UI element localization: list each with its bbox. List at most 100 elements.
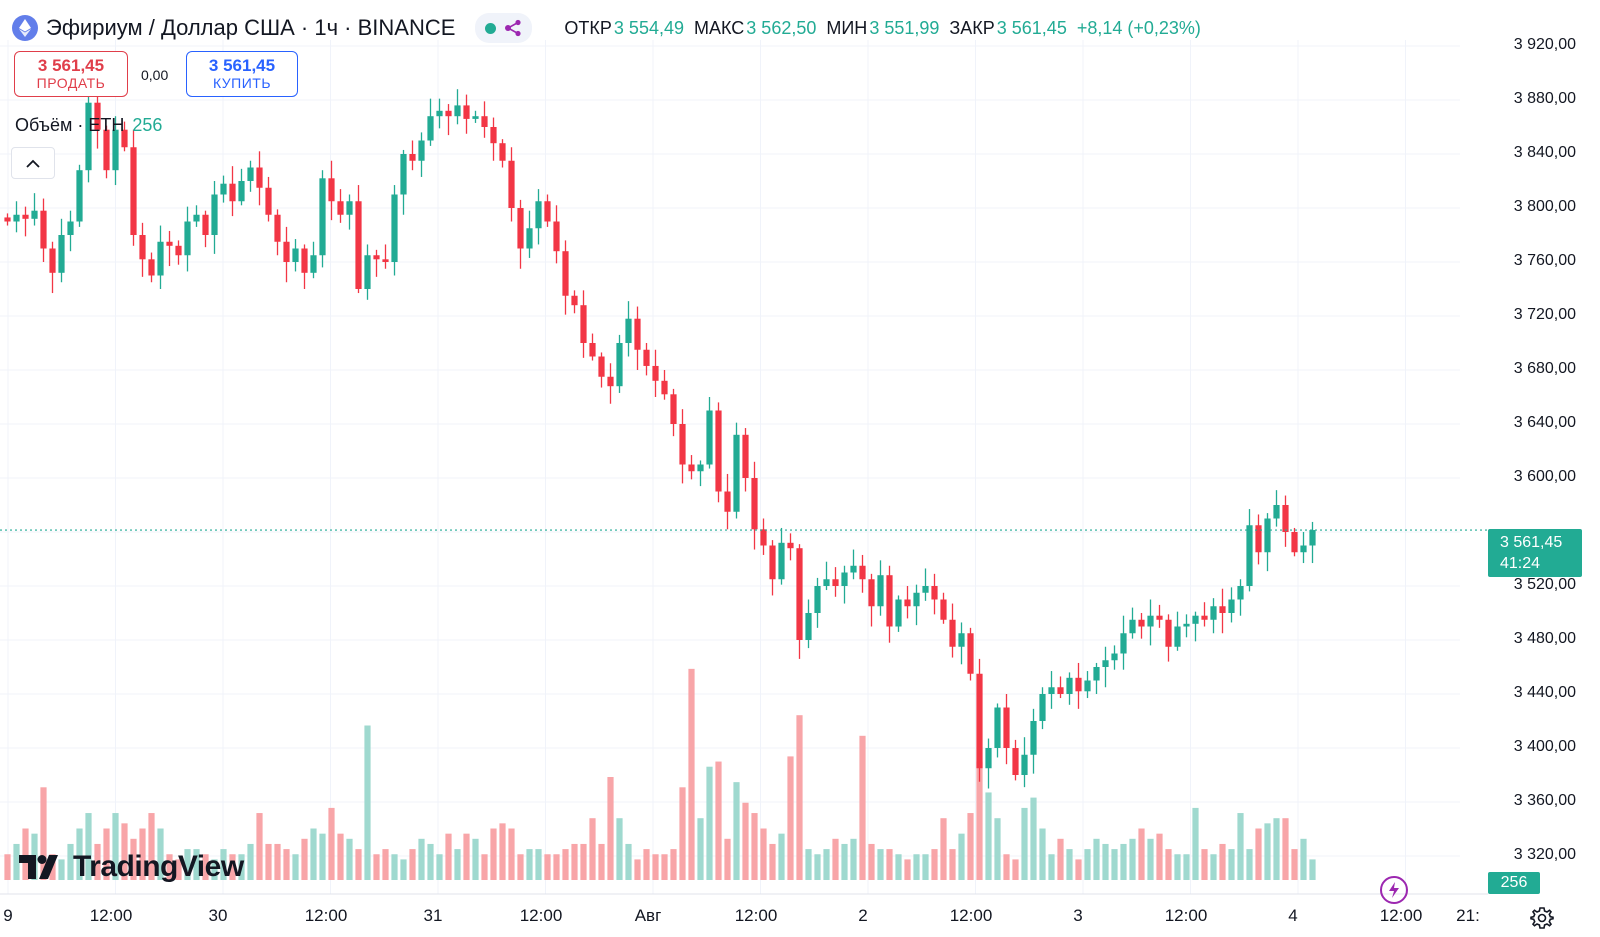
candle [373, 249, 380, 277]
buy-button[interactable]: 3 561,45 КУПИТЬ [186, 51, 298, 97]
candle [337, 189, 344, 223]
candle [904, 586, 911, 619]
volume-bar [1084, 849, 1091, 880]
candle [481, 101, 488, 138]
candle-body [589, 343, 596, 357]
volume-bar [436, 854, 443, 880]
candle [499, 139, 506, 168]
candle-body [643, 349, 650, 366]
volume-bar [229, 854, 236, 880]
candle [1219, 588, 1226, 634]
low-value: 3 551,99 [869, 17, 940, 38]
volume-bar [1282, 818, 1289, 880]
candle-body [436, 110, 443, 117]
volume-bar [40, 787, 47, 880]
candle-body [328, 178, 335, 202]
candle [418, 132, 425, 177]
candle-body [121, 129, 128, 148]
candle-body [787, 542, 794, 549]
candle [1300, 532, 1307, 564]
candle [643, 343, 650, 376]
volume-bar [310, 828, 317, 880]
volume-bar [22, 828, 29, 880]
candle-body [607, 376, 614, 387]
candle-body [1138, 619, 1145, 627]
volume-bar [1021, 807, 1028, 880]
time-axis-label: 12:00 [1379, 906, 1423, 925]
candle [1003, 694, 1010, 765]
candle [580, 290, 587, 358]
volume-bar [283, 849, 290, 880]
volume-legend[interactable]: Объём · ETH 256 [15, 115, 162, 136]
volume-bar [1138, 828, 1145, 880]
candle-body [1183, 623, 1190, 627]
candle [1138, 613, 1145, 639]
candle [616, 334, 623, 393]
collapse-legend-button[interactable] [11, 147, 55, 179]
candle [1057, 676, 1064, 699]
volume-bar [958, 833, 965, 880]
candle-body [1174, 626, 1181, 647]
buy-label: КУПИТЬ [212, 75, 272, 91]
volume-bar [202, 854, 209, 880]
volume-bar [850, 838, 857, 880]
time-axis-label: 12:00 [519, 906, 563, 925]
market-status[interactable] [475, 13, 533, 43]
sell-button[interactable]: 3 561,45 ПРОДАТЬ [14, 51, 128, 97]
volume-bar [1255, 828, 1262, 880]
volume-bar [778, 833, 785, 880]
volume-bar [751, 813, 758, 880]
price-axis-label: 3 760,00 [1513, 252, 1576, 269]
candle-body [1273, 505, 1280, 519]
candle [274, 209, 281, 256]
volume-bar [904, 859, 911, 880]
candle-body [1156, 615, 1163, 620]
candle-body [229, 183, 236, 202]
low-label: МИН [826, 17, 868, 38]
candle [40, 198, 47, 262]
price-axis-label: 3 320,00 [1513, 846, 1576, 863]
volume-bar [724, 838, 731, 880]
candle-body [193, 214, 200, 222]
volume-bar [1192, 807, 1199, 880]
candle [589, 333, 596, 361]
tradingview-logo[interactable]: TradingView [19, 850, 244, 884]
volume-bar [1174, 854, 1181, 880]
open-value: 3 554,49 [613, 17, 684, 38]
volume-legend-value: 256 [132, 115, 163, 135]
candle-body [859, 565, 866, 580]
candle-body [202, 214, 209, 235]
close-label: ЗАКР [949, 17, 995, 38]
volume-bar [1237, 813, 1244, 880]
candle-body [31, 210, 38, 219]
symbol-title[interactable]: Эфириум / Доллар США · 1ч · BINANCE [46, 15, 456, 40]
candle-body [562, 251, 569, 296]
candle-body [139, 235, 146, 260]
candle-body [427, 116, 434, 141]
lightning-icon[interactable] [1380, 876, 1408, 904]
volume-bar [913, 854, 920, 880]
candle [553, 205, 560, 264]
candle-body [148, 259, 155, 276]
candle [490, 117, 497, 161]
candle [1210, 598, 1217, 634]
candle-body [1120, 633, 1127, 654]
volume-bar [184, 849, 191, 880]
candle [445, 104, 452, 136]
candle-body [895, 599, 902, 627]
settings-gear-icon[interactable] [1530, 906, 1554, 930]
time-axis-label: 9 [3, 906, 13, 925]
volume-bar [148, 813, 155, 880]
candle-body [49, 248, 56, 273]
candle-body [445, 110, 452, 117]
candle [1075, 662, 1082, 709]
volume-bar [76, 828, 83, 880]
candle-body [1147, 615, 1154, 627]
candle-body [805, 613, 812, 640]
volume-bar [544, 854, 551, 880]
candle-body [472, 116, 479, 119]
volume-bar [247, 843, 254, 880]
candle [1291, 527, 1298, 557]
sell-label: ПРОДАТЬ [36, 75, 106, 91]
